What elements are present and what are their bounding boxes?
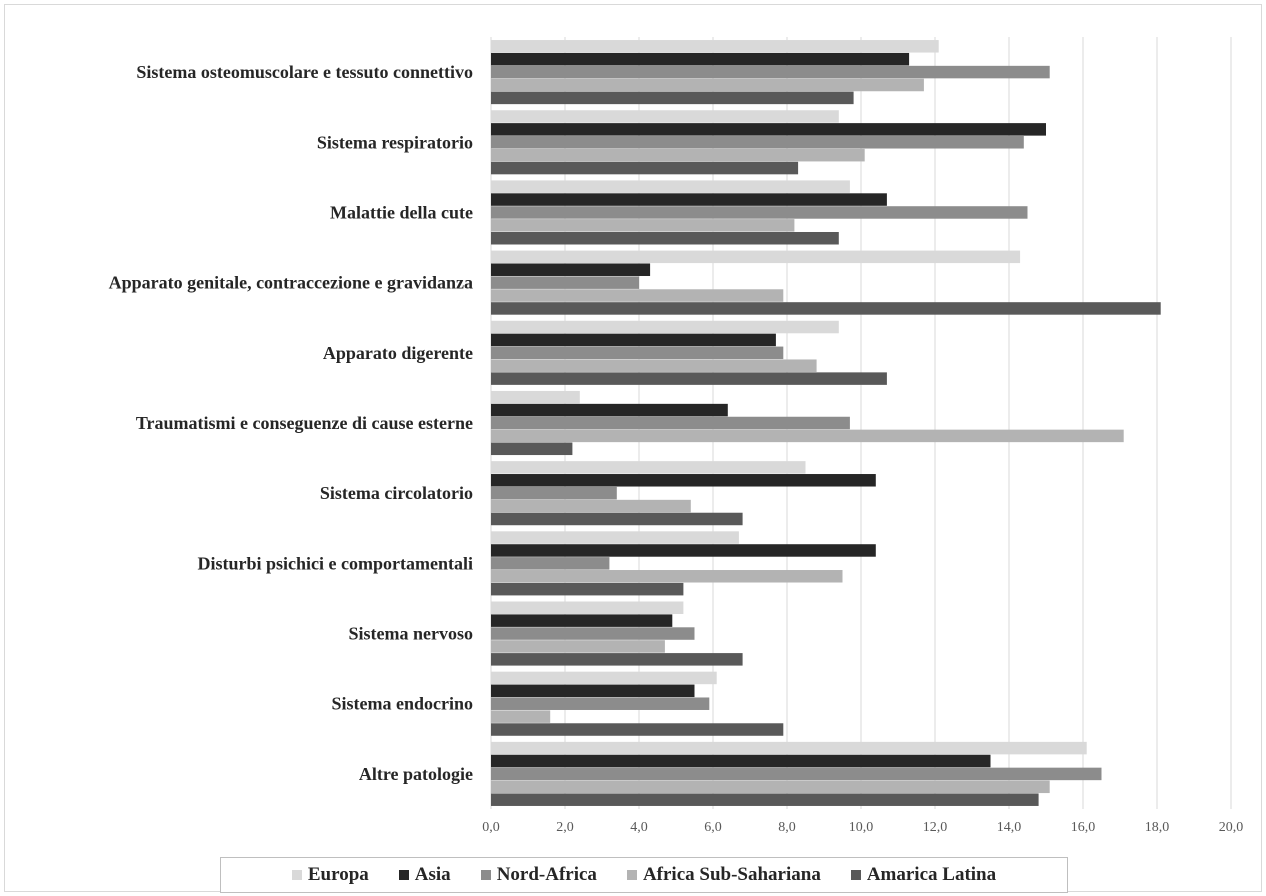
- category-label: Apparato genitale, contraccezione e grav…: [109, 273, 473, 293]
- legend-label: Asia: [414, 864, 451, 885]
- bar: [491, 780, 1050, 794]
- bar: [491, 232, 839, 245]
- bar: [491, 486, 617, 500]
- bar: [491, 320, 839, 334]
- bar: [491, 276, 639, 289]
- x-tick-label: 0,0: [482, 820, 500, 835]
- legend-swatch: [850, 870, 861, 880]
- bar: [491, 741, 1087, 755]
- legend-label: Europa: [307, 864, 369, 885]
- category-label: Sistema osteomuscolare e tessuto connett…: [136, 62, 473, 82]
- bar: [491, 206, 1028, 219]
- bar: [491, 148, 865, 162]
- chart-frame: Sistema osteomuscolare e tessuto connett…: [4, 4, 1262, 893]
- bar: [491, 390, 580, 404]
- bar: [491, 52, 910, 66]
- x-tick-label: 16,0: [1071, 820, 1096, 835]
- bar: [491, 570, 843, 583]
- bar: [491, 653, 743, 666]
- bar: [491, 557, 610, 570]
- bar: [491, 544, 876, 557]
- bar: [491, 512, 743, 526]
- bar: [491, 289, 784, 302]
- legend-swatch: [480, 870, 491, 880]
- bar: [491, 110, 839, 123]
- legend-item: Europa: [291, 864, 369, 886]
- bar: [491, 614, 673, 627]
- category-label: Traumatismi e conseguenze di cause ester…: [136, 413, 473, 433]
- bar: [491, 754, 991, 768]
- bar: [491, 723, 784, 736]
- bar: [491, 161, 799, 175]
- legend: Europa Asia Nord-Africa Africa Sub-Saharian…: [220, 857, 1068, 893]
- legend-swatch: [626, 870, 637, 880]
- x-tick-label: 18,0: [1145, 820, 1170, 835]
- bar: [491, 416, 850, 430]
- bar: [491, 684, 695, 698]
- legend-item: Africa Sub-Sahariana: [626, 864, 821, 886]
- category-label: Sistema endocrino: [332, 694, 474, 714]
- x-tick-label: 20,0: [1219, 820, 1244, 835]
- x-tick-label: 10,0: [849, 820, 874, 835]
- category-labels: Sistema osteomuscolare e tessuto connett…: [109, 62, 473, 784]
- bar: [491, 640, 665, 653]
- bar: [491, 372, 887, 385]
- bar: [491, 359, 817, 372]
- bar: [491, 627, 695, 640]
- bar: [491, 710, 551, 723]
- bar: [491, 263, 651, 276]
- legend-item: Asia: [398, 864, 451, 886]
- category-label: Sistema nervoso: [349, 624, 474, 644]
- x-tick-label: 2,0: [556, 820, 574, 835]
- legend-label: Nord-Africa: [496, 864, 597, 885]
- bar: [491, 697, 710, 710]
- x-tick-labels: 0,0 2,0 4,0 6,0 8,0 10,0 12,0 14,0 16,0 18,0 20,0: [482, 820, 1243, 835]
- bar: [491, 403, 728, 417]
- bar: [491, 461, 806, 474]
- bar: [491, 333, 776, 347]
- x-tick-label: 8,0: [778, 820, 796, 835]
- category-label: Apparato digerente: [323, 343, 473, 363]
- bar: [491, 767, 1102, 781]
- legend-label: Amarica Latina: [866, 864, 997, 885]
- bar: [491, 78, 924, 92]
- bar: [491, 180, 850, 193]
- bar: [491, 531, 739, 544]
- bar-chart: Sistema osteomuscolare e tessuto connett…: [109, 37, 1243, 835]
- category-label: Altre patologie: [359, 764, 473, 784]
- legend-swatch: [398, 870, 409, 880]
- bar: [491, 346, 784, 360]
- x-tick-label: 6,0: [704, 820, 722, 835]
- bars: [491, 40, 1161, 806]
- bar: [491, 671, 717, 685]
- x-tick-label: 14,0: [997, 820, 1022, 835]
- legend-label: Africa Sub-Sahariana: [642, 864, 821, 885]
- category-label: Disturbi psichici e comportamentali: [198, 553, 473, 573]
- x-tick-label: 12,0: [923, 820, 948, 835]
- bar: [491, 136, 1024, 149]
- bar: [491, 601, 684, 614]
- bar: [491, 219, 795, 232]
- category-label: Sistema circolatorio: [320, 483, 473, 503]
- legend-item: Nord-Africa: [480, 864, 597, 886]
- bar: [491, 65, 1050, 79]
- category-label: Malattie della cute: [330, 202, 473, 222]
- bar: [491, 123, 1046, 136]
- bar: [491, 250, 1021, 264]
- bar: [491, 429, 1124, 443]
- category-label: Sistema respiratorio: [317, 132, 473, 152]
- legend-swatch: [291, 870, 302, 880]
- bar: [491, 582, 684, 596]
- x-tick-label: 4,0: [630, 820, 648, 835]
- legend-item: Amarica Latina: [850, 864, 997, 886]
- bar: [491, 91, 854, 105]
- bar: [491, 442, 573, 456]
- bar: [491, 193, 887, 206]
- bar: [491, 793, 1039, 806]
- bar: [491, 302, 1161, 315]
- bar: [491, 474, 876, 487]
- bar: [491, 499, 691, 513]
- bar: [491, 40, 939, 53]
